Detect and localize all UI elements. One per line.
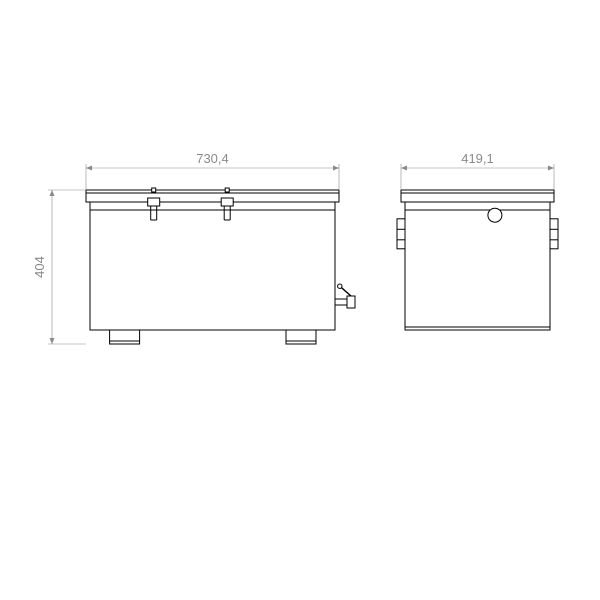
side-handle (550, 219, 558, 249)
front-view (86, 188, 355, 344)
dimension-label: 404 (32, 256, 47, 278)
dimension-label: 419,1 (461, 151, 494, 166)
technical-drawing: 730,4 404 419,1 (0, 0, 600, 600)
side-handle (397, 219, 405, 249)
foot (110, 330, 140, 344)
latch (221, 198, 233, 206)
dimension-label: 730,4 (196, 151, 229, 166)
port-circle (488, 208, 502, 222)
side-view (397, 190, 558, 330)
foot (286, 330, 316, 344)
latch (148, 198, 160, 206)
